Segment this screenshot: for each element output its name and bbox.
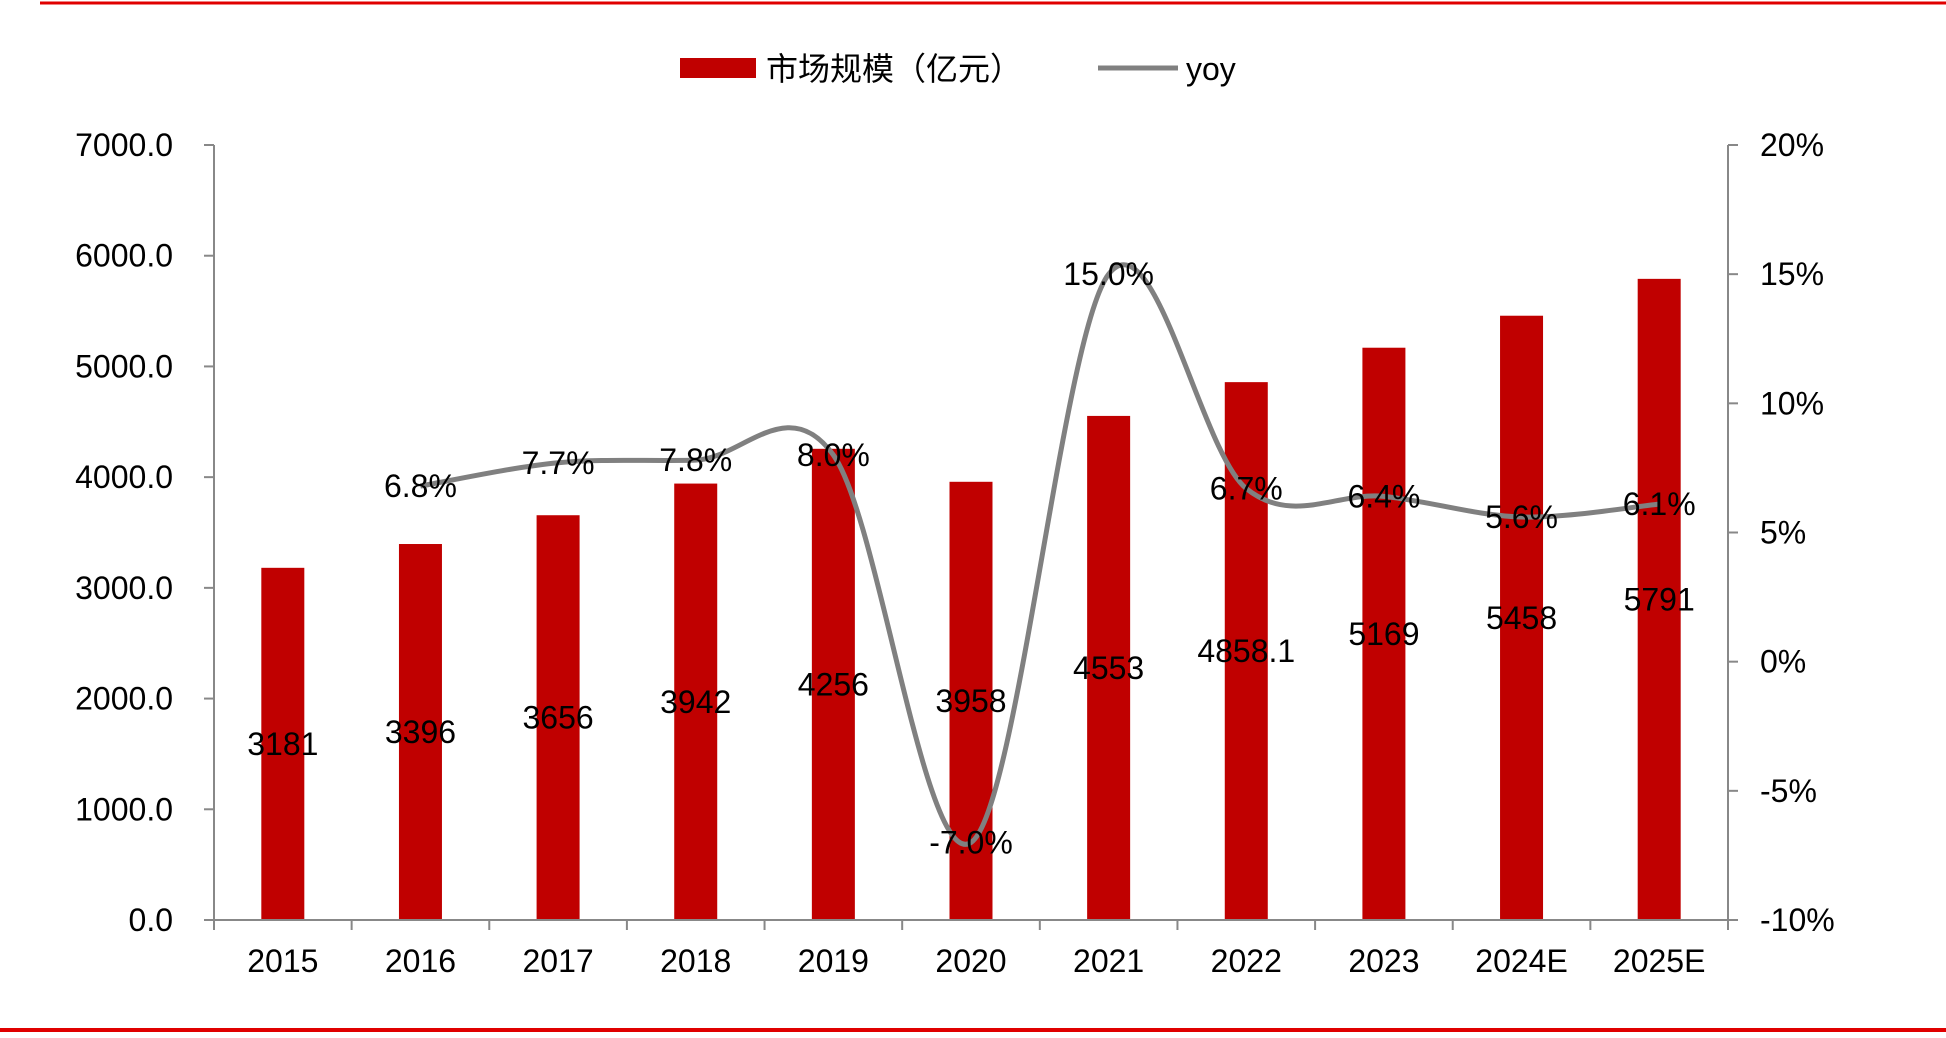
bar-value-label-2022: 4858.1	[1197, 633, 1295, 669]
y-left-tick-label: 7000.0	[75, 127, 173, 163]
bar-value-label-2024E: 5458	[1486, 600, 1557, 636]
legend-label-line: yoy	[1186, 51, 1236, 87]
yoy-label-2019: 8.0%	[797, 437, 870, 473]
y-left-tick-label: 0.0	[129, 902, 173, 938]
bar-value-label-2020: 3958	[935, 683, 1006, 719]
bar-value-label-2021: 4553	[1073, 650, 1144, 686]
y-right-tick-label: 5%	[1760, 515, 1806, 551]
y-right-tick-label: 15%	[1760, 256, 1824, 292]
y-right-tick-label: 10%	[1760, 385, 1824, 421]
bar-2024E	[1500, 315, 1544, 920]
y-left-tick-label: 3000.0	[75, 570, 173, 606]
legend: 市场规模（亿元） yoy	[680, 51, 1236, 87]
bar-value-label-2025E: 5791	[1624, 581, 1695, 617]
yoy-label-2024E: 5.6%	[1485, 499, 1558, 535]
bar-value-label-2018: 3942	[660, 684, 731, 720]
bar-2020	[949, 481, 993, 920]
y-right-tick-label: 20%	[1760, 127, 1824, 163]
yoy-label-2018: 7.8%	[659, 442, 732, 478]
bar-value-label-2017: 3656	[522, 700, 593, 736]
bar-value-label-2015: 3181	[247, 726, 318, 762]
bar-2019	[811, 448, 855, 920]
x-tick-label-2023: 2023	[1348, 943, 1419, 979]
bar-value-label-2019: 4256	[798, 666, 869, 702]
y-left-tick-label: 2000.0	[75, 681, 173, 717]
x-tick-label-2022: 2022	[1211, 943, 1282, 979]
x-tick-label-2016: 2016	[385, 943, 456, 979]
bar-value-label-2023: 5169	[1348, 616, 1419, 652]
bar-2017	[536, 515, 580, 920]
yoy-line	[420, 262, 1660, 847]
y-left-tick-label: 1000.0	[75, 791, 173, 827]
yoy-label-2023: 6.4%	[1347, 478, 1420, 514]
y-right-tick-label: 0%	[1760, 644, 1806, 680]
line-series	[420, 262, 1660, 847]
x-tick-label-2020: 2020	[935, 943, 1006, 979]
y-left-tick-label: 5000.0	[75, 348, 173, 384]
bar-2021	[1087, 415, 1131, 920]
legend-swatch-bar	[680, 58, 756, 78]
yoy-label-2017: 7.7%	[522, 445, 595, 481]
yoy-label-2016: 6.8%	[384, 468, 457, 504]
axes: 0.0 1000.0 2000.0 3000.0 4000.0 5000.0 6000.0 7…	[75, 127, 1835, 979]
y-right-tick-label: -5%	[1760, 773, 1817, 809]
y-right-tick-label: -10%	[1760, 902, 1835, 938]
x-tick-label-2021: 2021	[1073, 943, 1144, 979]
x-tick-label-2019: 2019	[798, 943, 869, 979]
x-tick-label-2015: 2015	[247, 943, 318, 979]
bar-2018	[674, 483, 718, 920]
yoy-label-2020: -7.0%	[929, 825, 1013, 861]
data-labels: 3181 3396 3656 3942 4256 3958 4553 4858.1 5169 54…	[247, 256, 1695, 860]
bar-2023	[1362, 347, 1406, 920]
yoy-label-2025E: 6.1%	[1623, 486, 1696, 522]
yoy-label-2022: 6.7%	[1210, 471, 1283, 507]
bar-2016	[398, 544, 442, 920]
x-tick-label-2018: 2018	[660, 943, 731, 979]
legend-label-bar: 市场规模（亿元）	[766, 51, 1022, 87]
bar-2015	[261, 567, 305, 920]
x-tick-label-2024E: 2024E	[1475, 943, 1568, 979]
x-tick-label-2017: 2017	[522, 943, 593, 979]
bar-value-label-2016: 3396	[385, 714, 456, 750]
y-left-tick-label: 4000.0	[75, 459, 173, 495]
bar-series	[261, 278, 1681, 920]
y-left-tick-label: 6000.0	[75, 238, 173, 274]
bar-2025E	[1637, 278, 1681, 920]
x-tick-label-2025E: 2025E	[1613, 943, 1706, 979]
yoy-label-2021: 15.0%	[1063, 256, 1154, 292]
